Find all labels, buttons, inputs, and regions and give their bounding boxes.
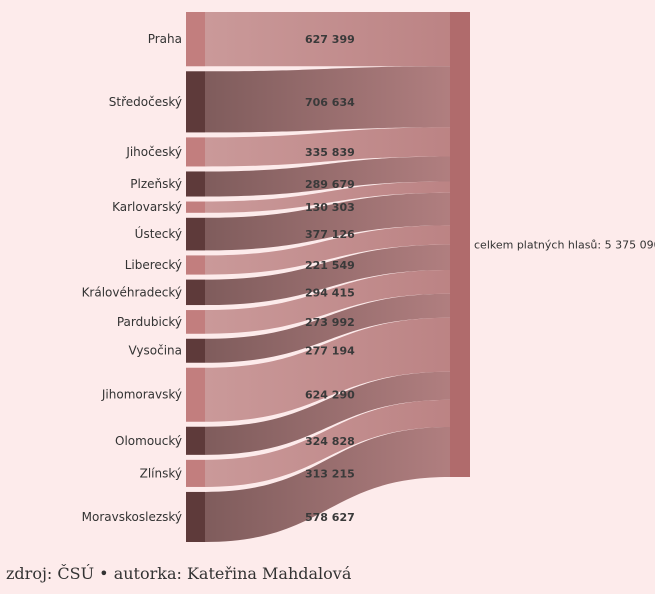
node-karlovarsky [186,201,205,213]
source-credit: zdroj: ČSÚ • autorka: Kateřina Mahdalová [6,564,352,583]
region-label-plzensky: Plzeňský [130,177,182,191]
flow-stredocesky [205,66,450,133]
region-label-pardubicky: Pardubický [117,315,182,329]
node-zlinsky [186,459,205,487]
sankey-labels: Praha 627 399 Středočeský 706 634 Jihočeský 3… [82,32,655,524]
region-label-stredocesky: Středočeský [109,95,182,109]
flow-pardubicky [205,270,450,334]
region-label-jihomoravsky: Jihomoravský [101,388,182,402]
node-moravskoslezsky [186,491,205,542]
node-vysocina [186,338,205,363]
value-label-ustecky: 377 126 [305,228,355,241]
value-label-stredocesky: 706 634 [305,96,355,109]
node-stredocesky [186,71,205,133]
region-label-liberecky: Liberecký [125,258,182,272]
flow-olomoucky [205,371,450,455]
flow-jihomoravsky [205,317,450,422]
flow-liberecky [205,225,450,275]
total-label: celkem platných hlasů: 5 375 090 [474,239,655,252]
flow-vysocina [205,293,450,363]
node-ustecky [186,217,205,251]
region-label-kralovehradecky: Královéhradecký [82,285,182,299]
value-label-olomoucky: 324 828 [305,435,355,448]
region-label-moravskoslezsky: Moravskoslezský [82,510,182,524]
region-label-olomoucky: Olomoucký [115,434,182,448]
node-praha [186,12,205,67]
region-label-vysocina: Vysočina [129,344,182,358]
value-label-pardubicky: 273 992 [305,316,355,329]
flow-karlovarsky [205,181,450,213]
region-label-zlinsky: Zlínský [140,466,182,480]
value-label-zlinsky: 313 215 [305,467,355,480]
flow-zlinsky [205,399,450,487]
value-label-praha: 627 399 [305,33,355,46]
node-olomoucky [186,426,205,455]
flow-moravskoslezsky [205,426,450,542]
node-jihocesky [186,137,205,167]
value-label-vysocina: 277 194 [305,345,355,358]
node-kralovehradecky [186,279,205,306]
region-label-ustecky: Ústecký [135,226,182,241]
value-label-plzensky: 289 679 [305,178,355,191]
node-pardubicky [186,310,205,334]
region-label-karlovarsky: Karlovarský [112,200,182,214]
value-label-jihomoravsky: 624 290 [305,389,355,402]
node-jihomoravsky [186,367,205,422]
value-label-liberecky: 221 549 [305,259,355,272]
value-label-kralovehradecky: 294 415 [305,286,355,299]
value-label-jihocesky: 335 839 [305,146,355,159]
value-label-karlovarsky: 130 303 [305,201,355,214]
region-label-jihocesky: Jihočeský [125,145,182,159]
node-plzensky [186,171,205,197]
sankey-flows [205,12,450,542]
sankey-nodes [186,12,470,542]
flow-ustecky [205,192,450,251]
flow-kralovehradecky [205,244,450,306]
node-total [450,12,470,477]
flow-praha [205,12,450,67]
flow-jihocesky [205,127,450,167]
region-label-praha: Praha [148,32,182,46]
value-label-moravskoslezsky: 578 627 [305,511,355,524]
node-liberecky [186,255,205,275]
flow-plzensky [205,156,450,197]
